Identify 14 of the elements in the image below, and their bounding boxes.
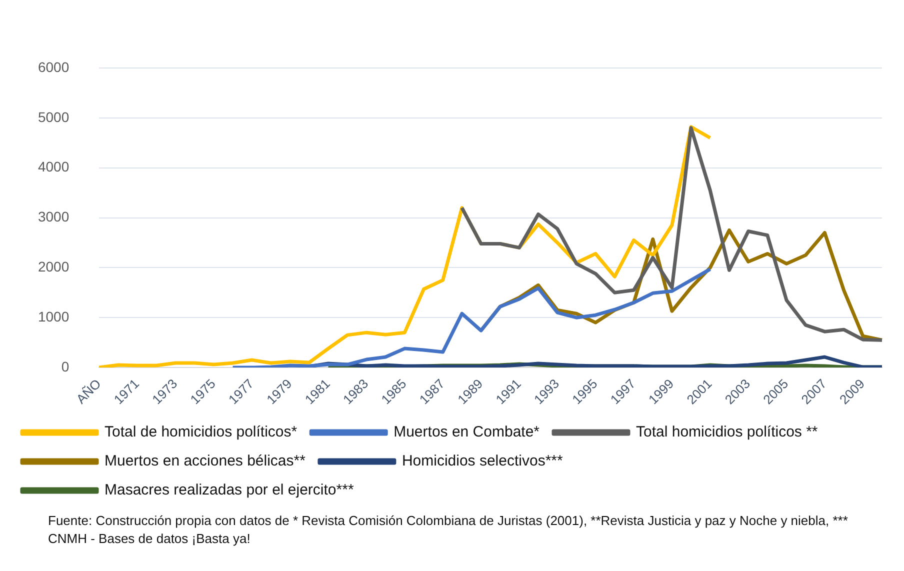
- y-tick-label: 6000: [38, 58, 70, 75]
- legend-label: Homicidios selectivos***: [402, 452, 563, 470]
- legend-label: Muertos en acciones bélicas**: [104, 452, 306, 470]
- y-tick-label: 5000: [38, 108, 70, 125]
- y-tick-label: 1000: [38, 308, 70, 324]
- legend-label: Masacres realizadas por el ejercito***: [104, 482, 354, 499]
- legend-label: Total homicidios políticos **: [636, 424, 818, 441]
- y-tick-label: 2000: [38, 258, 70, 275]
- legend-label: Muertos en Combate*: [394, 424, 540, 441]
- y-tick-label: 3000: [38, 208, 70, 225]
- y-tick-label: 0: [61, 358, 70, 374]
- legend-label: Total de homicidios políticos*: [104, 424, 298, 441]
- y-tick-label: 4000: [38, 158, 70, 175]
- source-note: Fuente: Construcción propia con datos de * Revista Comisión Colombiana de Juristas (2001), **Revista Justicia y paz y Noche y niebla, *** CNMH - Bases de datos ¡Basta ya!: [47, 512, 849, 548]
